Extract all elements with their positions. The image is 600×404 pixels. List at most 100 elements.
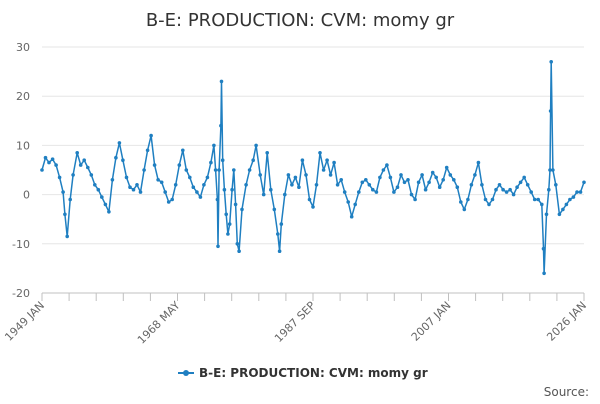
data-point[interactable] xyxy=(568,197,572,202)
data-point[interactable] xyxy=(381,168,386,172)
data-point[interactable] xyxy=(61,190,65,194)
data-point[interactable] xyxy=(173,183,178,187)
data-point[interactable] xyxy=(388,175,393,180)
data-point[interactable] xyxy=(455,185,460,189)
data-point[interactable] xyxy=(311,205,315,209)
data-point[interactable] xyxy=(149,133,153,138)
data-point[interactable] xyxy=(542,271,546,276)
data-point[interactable] xyxy=(191,185,196,189)
data-point[interactable] xyxy=(508,187,512,192)
data-point[interactable] xyxy=(71,173,75,177)
data-point[interactable] xyxy=(357,190,361,194)
data-point[interactable] xyxy=(215,197,220,202)
data-point[interactable] xyxy=(469,183,474,187)
data-point[interactable] xyxy=(107,210,111,214)
data-point[interactable] xyxy=(54,163,58,167)
data-point[interactable] xyxy=(540,202,544,207)
data-point[interactable] xyxy=(142,168,146,172)
data-point[interactable] xyxy=(65,234,69,239)
data-point[interactable] xyxy=(103,202,108,207)
data-point[interactable] xyxy=(93,183,97,187)
data-point[interactable] xyxy=(518,180,523,185)
data-point[interactable] xyxy=(224,212,228,217)
data-point[interactable] xyxy=(360,180,365,185)
data-point[interactable] xyxy=(444,165,449,170)
data-point[interactable] xyxy=(544,212,549,217)
data-point[interactable] xyxy=(124,175,129,180)
data-point[interactable] xyxy=(459,200,463,204)
data-point[interactable] xyxy=(202,183,206,187)
data-point[interactable] xyxy=(78,163,83,167)
data-point[interactable] xyxy=(96,187,101,192)
data-point[interactable] xyxy=(110,178,115,182)
data-point[interactable] xyxy=(480,183,484,187)
data-point[interactable] xyxy=(286,173,291,177)
data-point[interactable] xyxy=(213,168,218,172)
data-point[interactable] xyxy=(258,173,263,177)
data-point[interactable] xyxy=(423,187,428,192)
data-point[interactable] xyxy=(209,160,213,165)
data-point[interactable] xyxy=(114,155,118,160)
data-point[interactable] xyxy=(117,141,122,145)
data-point[interactable] xyxy=(364,178,368,182)
data-point[interactable] xyxy=(121,158,125,162)
data-point[interactable] xyxy=(406,178,410,182)
data-point[interactable] xyxy=(181,148,185,153)
data-point[interactable] xyxy=(50,157,55,161)
data-point[interactable] xyxy=(549,60,553,64)
data-point[interactable] xyxy=(152,163,157,167)
data-point[interactable] xyxy=(582,180,586,185)
data-point[interactable] xyxy=(251,158,255,162)
data-point[interactable] xyxy=(402,180,407,185)
data-point[interactable] xyxy=(339,178,344,182)
data-point[interactable] xyxy=(57,175,62,180)
data-point[interactable] xyxy=(233,202,238,207)
data-point[interactable] xyxy=(430,170,435,175)
data-point[interactable] xyxy=(564,202,569,207)
legend[interactable]: B-E: PRODUCTION: CVM: momy gr xyxy=(178,366,428,380)
data-point[interactable] xyxy=(232,168,236,172)
data-point[interactable] xyxy=(575,190,579,194)
data-point[interactable] xyxy=(371,187,375,192)
data-point[interactable] xyxy=(219,79,224,84)
data-point[interactable] xyxy=(413,197,417,202)
data-point[interactable] xyxy=(462,207,467,212)
data-point[interactable] xyxy=(547,187,551,192)
data-point[interactable] xyxy=(342,190,347,194)
data-point[interactable] xyxy=(47,160,51,165)
data-point[interactable] xyxy=(82,158,86,162)
data-point[interactable] xyxy=(131,187,136,192)
data-point[interactable] xyxy=(452,178,456,182)
data-point[interactable] xyxy=(163,190,167,194)
data-point[interactable] xyxy=(561,207,565,212)
data-point[interactable] xyxy=(529,190,533,194)
data-point[interactable] xyxy=(548,109,553,113)
data-point[interactable] xyxy=(554,183,558,187)
data-point[interactable] xyxy=(367,183,372,187)
data-point[interactable] xyxy=(487,202,491,207)
data-point[interactable] xyxy=(392,190,396,194)
data-point[interactable] xyxy=(230,187,234,192)
data-point[interactable] xyxy=(265,151,270,155)
data-point[interactable] xyxy=(184,168,189,172)
data-point[interactable] xyxy=(473,173,477,177)
data-point[interactable] xyxy=(399,173,403,177)
data-point[interactable] xyxy=(68,197,72,202)
data-point[interactable] xyxy=(321,168,326,172)
data-point[interactable] xyxy=(276,232,280,236)
data-point[interactable] xyxy=(145,148,150,153)
data-point[interactable] xyxy=(269,187,273,192)
data-point[interactable] xyxy=(226,232,230,236)
data-point[interactable] xyxy=(156,178,160,182)
data-point[interactable] xyxy=(497,183,502,187)
data-point[interactable] xyxy=(328,173,333,177)
data-point[interactable] xyxy=(325,158,329,162)
data-point[interactable] xyxy=(254,143,258,148)
data-point[interactable] xyxy=(536,197,540,202)
data-point[interactable] xyxy=(483,197,488,202)
data-point[interactable] xyxy=(227,222,232,226)
data-point[interactable] xyxy=(548,168,552,172)
data-point[interactable] xyxy=(283,192,287,197)
data-point[interactable] xyxy=(135,183,139,187)
data-point[interactable] xyxy=(222,187,227,192)
